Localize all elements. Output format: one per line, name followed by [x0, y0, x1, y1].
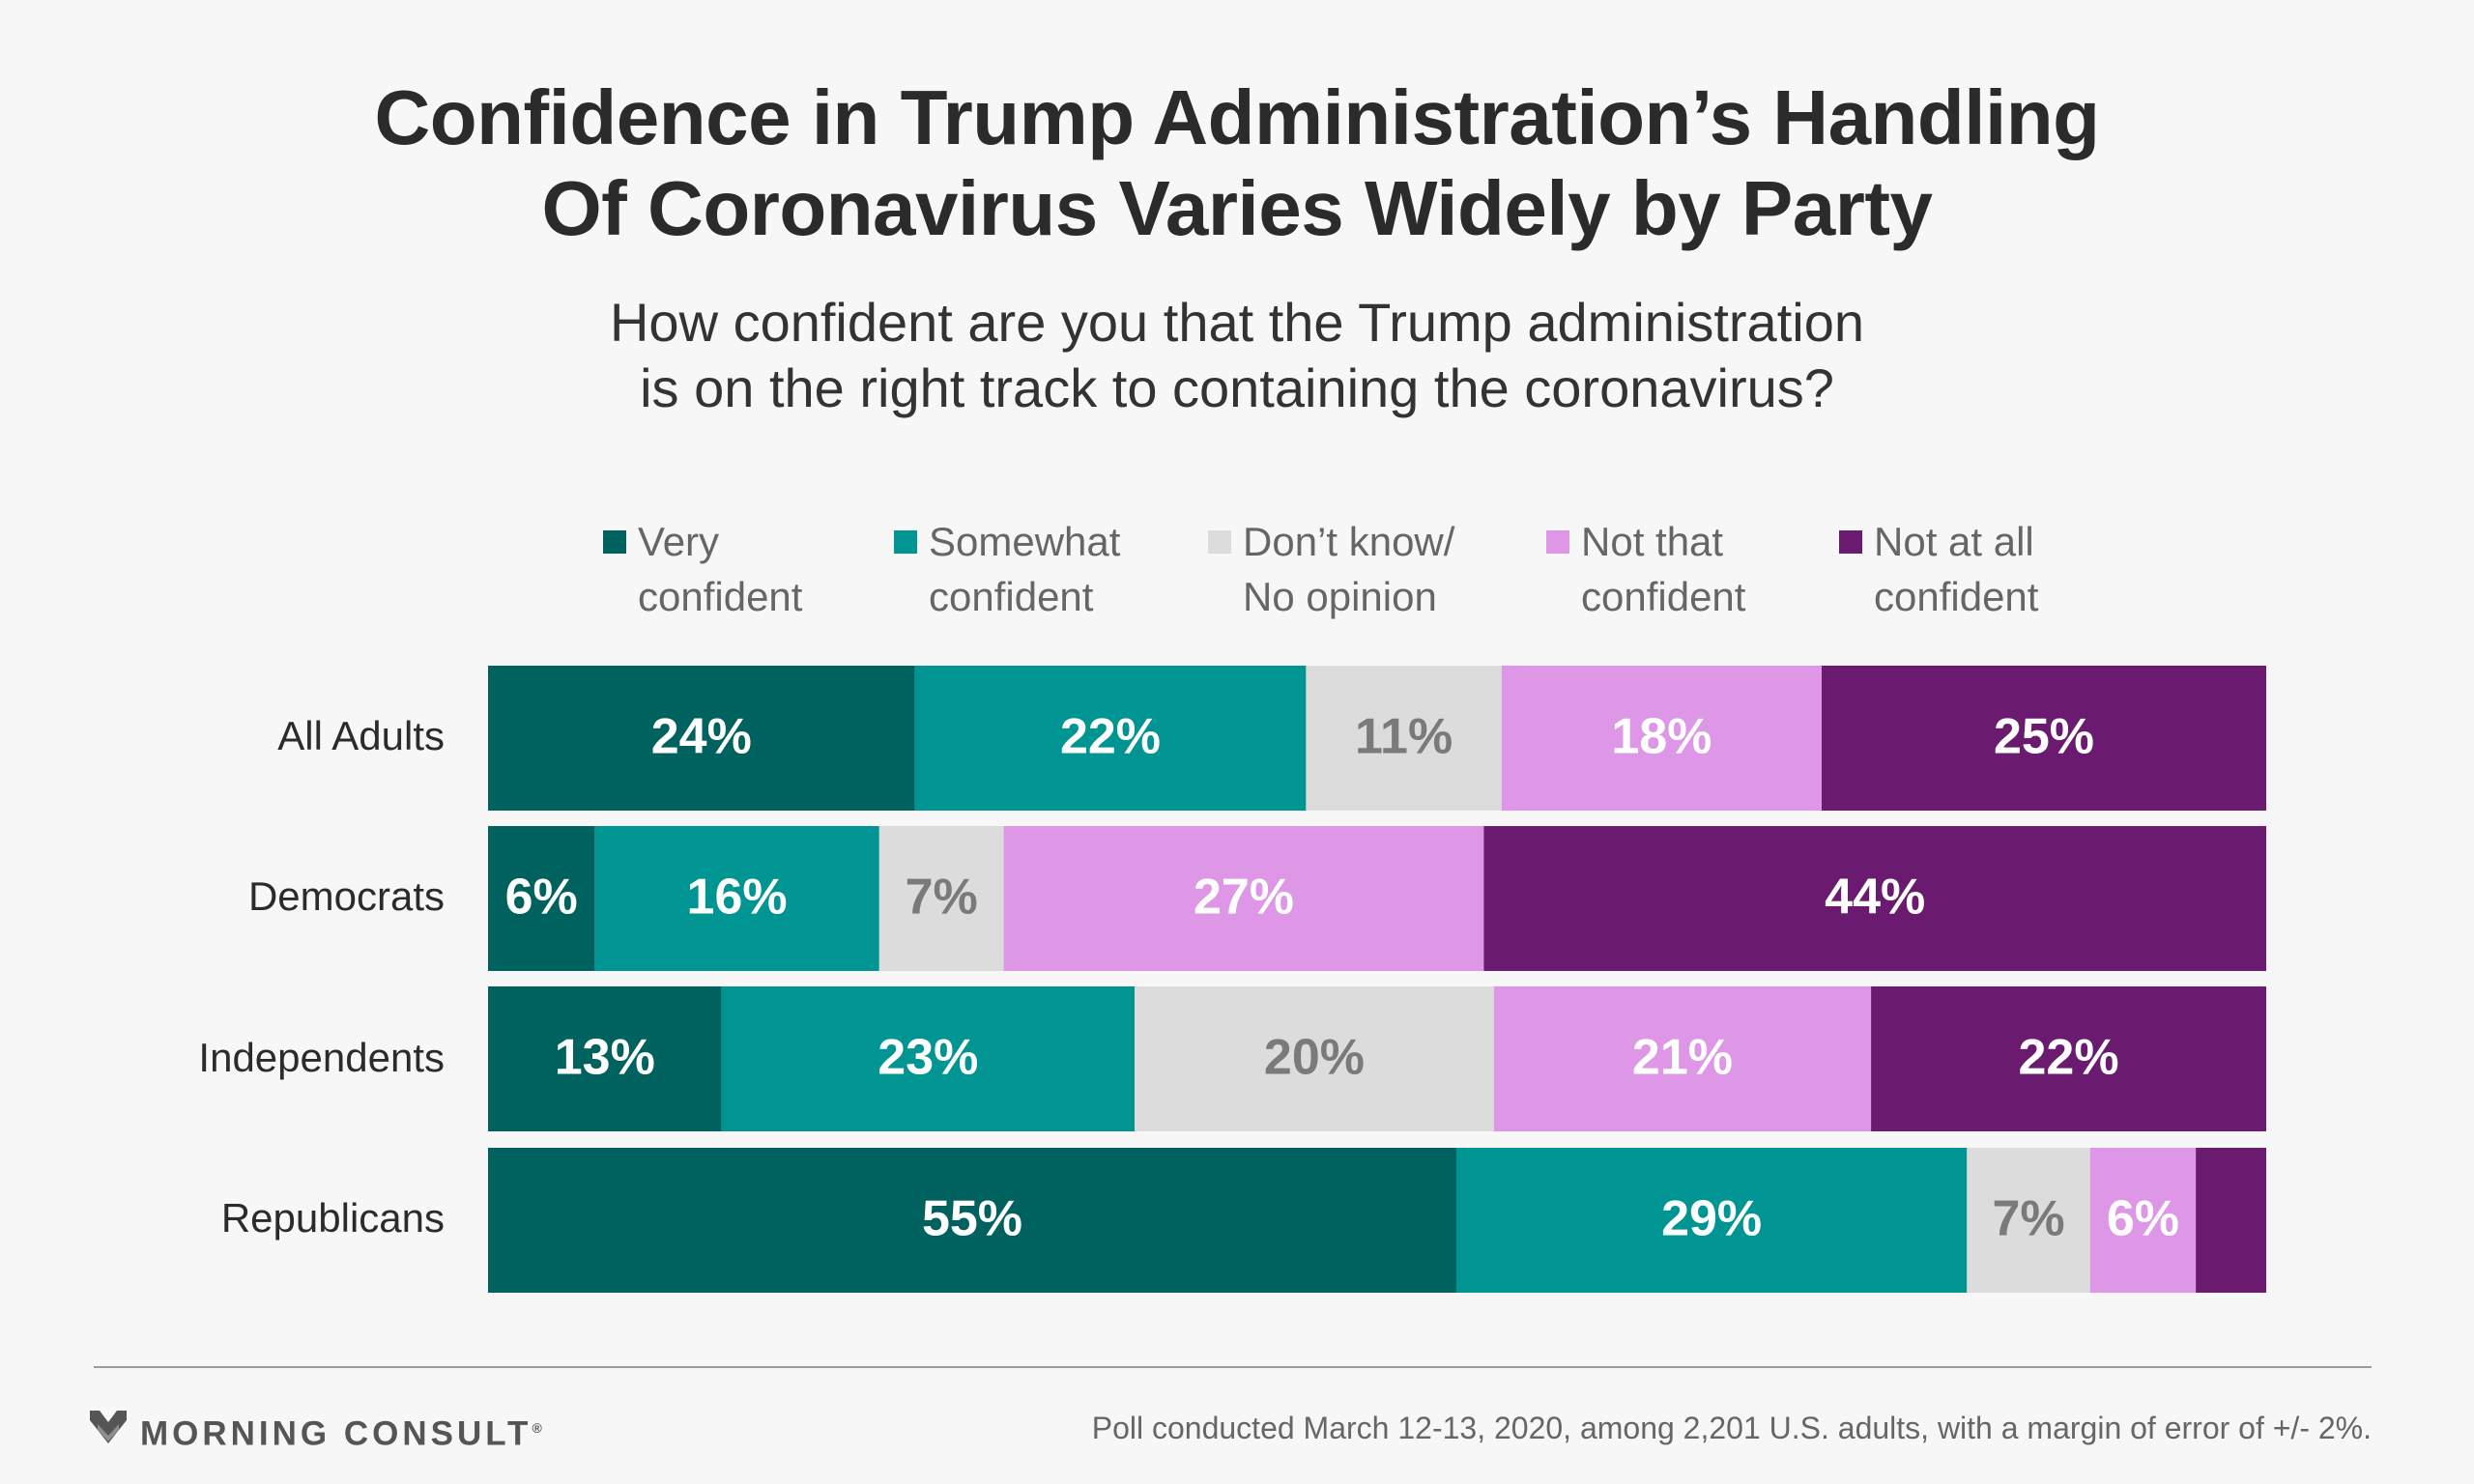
bar-republicans-not-that-confident [2089, 1148, 2197, 1293]
data-label-all-adults-not-that-confident: 18% [1611, 709, 1712, 765]
bar-democrats-very-confident [488, 826, 595, 971]
bar-democrats-don-t-know-no-opinion [878, 826, 1004, 971]
row-label-republicans: Republicans [220, 1195, 445, 1241]
bar-republicans-very-confident [488, 1148, 1456, 1293]
bar-independents-very-confident [488, 986, 722, 1131]
data-label-republicans-not-that-confident: 6% [2107, 1191, 2179, 1247]
bar-independents-not-that-confident [1493, 986, 1872, 1131]
legend-label: confident [638, 574, 803, 619]
legend-label: confident [929, 574, 1094, 619]
legend-label: Somewhat [929, 519, 1121, 564]
legend-swatch-somewhat-confident [894, 530, 917, 554]
data-label-republicans-somewhat-confident: 29% [1661, 1191, 1762, 1247]
data-label-independents-very-confident: 13% [555, 1030, 655, 1086]
data-label-democrats-very-confident: 6% [505, 870, 578, 926]
legend-swatch-very-confident [603, 530, 626, 554]
morning-consult-m-icon [90, 1411, 127, 1443]
data-label-independents-don-t-know-no-opinion: 20% [1264, 1030, 1365, 1086]
footer-divider [94, 1366, 2372, 1368]
footnote: Poll conducted March 12-13, 2020, among … [1091, 1411, 2372, 1445]
logo-text: MORNING CONSULT [140, 1414, 532, 1453]
legend-label: confident [1874, 574, 2039, 619]
row-label-independents: Independents [198, 1035, 445, 1080]
chart-subtitle-line-1: How confident are you that the Trump adm… [609, 292, 1864, 353]
row-label-all-adults: All Adults [277, 713, 445, 758]
bar-democrats-somewhat-confident [594, 826, 879, 971]
bar-independents-somewhat-confident [721, 986, 1136, 1131]
bar-republicans-not-at-all-confident [2196, 1148, 2266, 1293]
bar-democrats-not-that-confident [1003, 826, 1484, 971]
bar-all-adults-not-at-all-confident [1822, 666, 2266, 811]
data-label-all-adults-somewhat-confident: 22% [1060, 709, 1161, 765]
bar-independents-don-t-know-no-opinion [1135, 986, 1494, 1131]
data-label-democrats-not-that-confident: 27% [1194, 870, 1294, 926]
chart-subtitle: How confident are you that the Trump adm… [0, 290, 2474, 421]
chart-title-line-2: Of Coronavirus Varies Widely by Party [541, 165, 1933, 251]
data-label-democrats-not-at-all-confident: 44% [1825, 870, 1925, 926]
chart-title: Confidence in Trump Administration’s Han… [0, 72, 2474, 254]
bar-independents-not-at-all-confident [1871, 986, 2266, 1131]
data-label-independents-not-that-confident: 21% [1632, 1030, 1733, 1086]
data-label-independents-somewhat-confident: 23% [877, 1030, 978, 1086]
data-label-all-adults-very-confident: 24% [651, 709, 752, 765]
chart-subtitle-line-2: is on the right track to containing the … [640, 357, 1834, 418]
bar-republicans-don-t-know-no-opinion [1967, 1148, 2090, 1293]
legend-label: Very [638, 519, 720, 564]
legend-label: Don’t know/ [1243, 519, 1455, 564]
registered-mark: ® [532, 1420, 542, 1436]
chart-title-line-1: Confidence in Trump Administration’s Han… [374, 74, 2100, 160]
data-label-republicans-don-t-know-no-opinion: 7% [1992, 1191, 2064, 1247]
bar-all-adults-don-t-know-no-opinion [1306, 666, 1502, 811]
data-label-republicans-very-confident: 55% [922, 1191, 1022, 1247]
data-label-democrats-somewhat-confident: 16% [687, 870, 788, 926]
row-label-democrats: Democrats [247, 873, 445, 919]
bar-democrats-not-at-all-confident [1483, 826, 2266, 971]
legend-swatch-dont-know [1208, 530, 1231, 554]
legend-label: Not that [1581, 519, 1724, 564]
bar-all-adults-not-that-confident [1501, 666, 1822, 811]
bar-all-adults-somewhat-confident [914, 666, 1307, 811]
data-label-all-adults-don-t-know-no-opinion: 11% [1355, 709, 1453, 765]
legend-swatch-not-that-confident [1546, 530, 1569, 554]
legend-label: confident [1581, 574, 1746, 619]
bar-republicans-somewhat-confident [1455, 1148, 1968, 1293]
data-label-all-adults-not-at-all-confident: 25% [1994, 709, 2094, 765]
bar-all-adults-very-confident [488, 666, 915, 811]
legend-label: Not at all [1874, 519, 2034, 564]
legend-label: No opinion [1243, 574, 1437, 619]
data-label-independents-not-at-all-confident: 22% [2019, 1030, 2119, 1086]
data-label-democrats-don-t-know-no-opinion: 7% [906, 870, 978, 926]
legend-swatch-not-at-all-confident [1839, 530, 1862, 554]
